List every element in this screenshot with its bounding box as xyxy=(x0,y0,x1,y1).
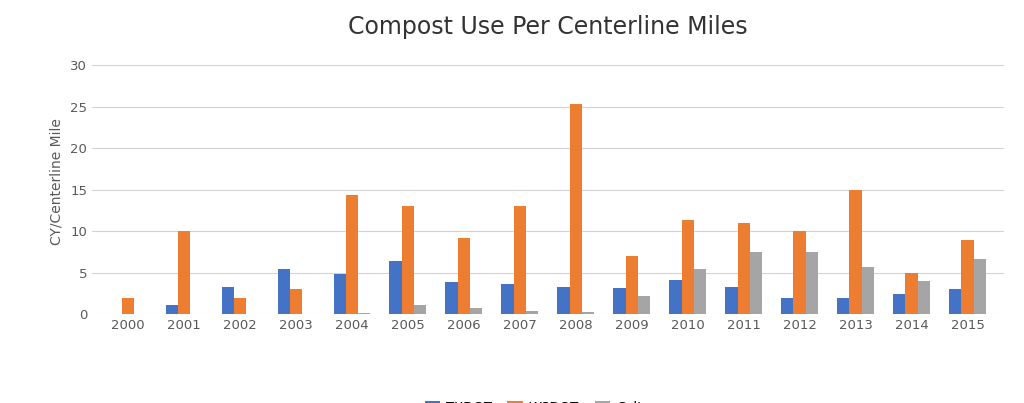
Legend: TXDOT, WSDOT, Caltrans: TXDOT, WSDOT, Caltrans xyxy=(419,395,677,403)
Bar xyxy=(178,231,190,314)
Y-axis label: CY/Centerline Mile: CY/Centerline Mile xyxy=(49,118,63,245)
Bar xyxy=(794,231,806,314)
Bar xyxy=(346,195,358,314)
Bar xyxy=(569,104,582,314)
Bar xyxy=(737,223,750,314)
Bar xyxy=(670,280,682,314)
Bar xyxy=(682,220,694,314)
Bar xyxy=(838,298,850,314)
Bar xyxy=(862,267,874,314)
Bar xyxy=(781,298,794,314)
Bar xyxy=(514,206,526,314)
Bar xyxy=(278,269,290,314)
Bar xyxy=(962,239,974,314)
Bar xyxy=(613,288,626,314)
Bar xyxy=(557,287,569,314)
Bar xyxy=(458,238,470,314)
Title: Compost Use Per Centerline Miles: Compost Use Per Centerline Miles xyxy=(348,15,748,39)
Bar xyxy=(638,296,650,314)
Bar xyxy=(401,206,414,314)
Bar xyxy=(526,311,539,314)
Bar xyxy=(582,312,594,314)
Bar xyxy=(918,281,930,314)
Bar xyxy=(893,294,905,314)
Bar xyxy=(949,289,962,314)
Bar xyxy=(806,252,818,314)
Bar xyxy=(445,282,458,314)
Bar xyxy=(334,274,346,314)
Bar xyxy=(905,273,918,314)
Bar xyxy=(358,313,371,314)
Bar xyxy=(850,190,862,314)
Bar xyxy=(389,261,401,314)
Bar xyxy=(414,305,426,314)
Bar xyxy=(122,298,134,314)
Bar xyxy=(974,260,986,314)
Bar xyxy=(694,270,707,314)
Bar xyxy=(166,305,178,314)
Bar xyxy=(470,308,482,314)
Bar xyxy=(221,287,233,314)
Bar xyxy=(725,287,737,314)
Bar xyxy=(750,252,762,314)
Bar xyxy=(626,256,638,314)
Bar xyxy=(290,289,302,314)
Bar xyxy=(233,298,246,314)
Bar xyxy=(502,285,514,314)
